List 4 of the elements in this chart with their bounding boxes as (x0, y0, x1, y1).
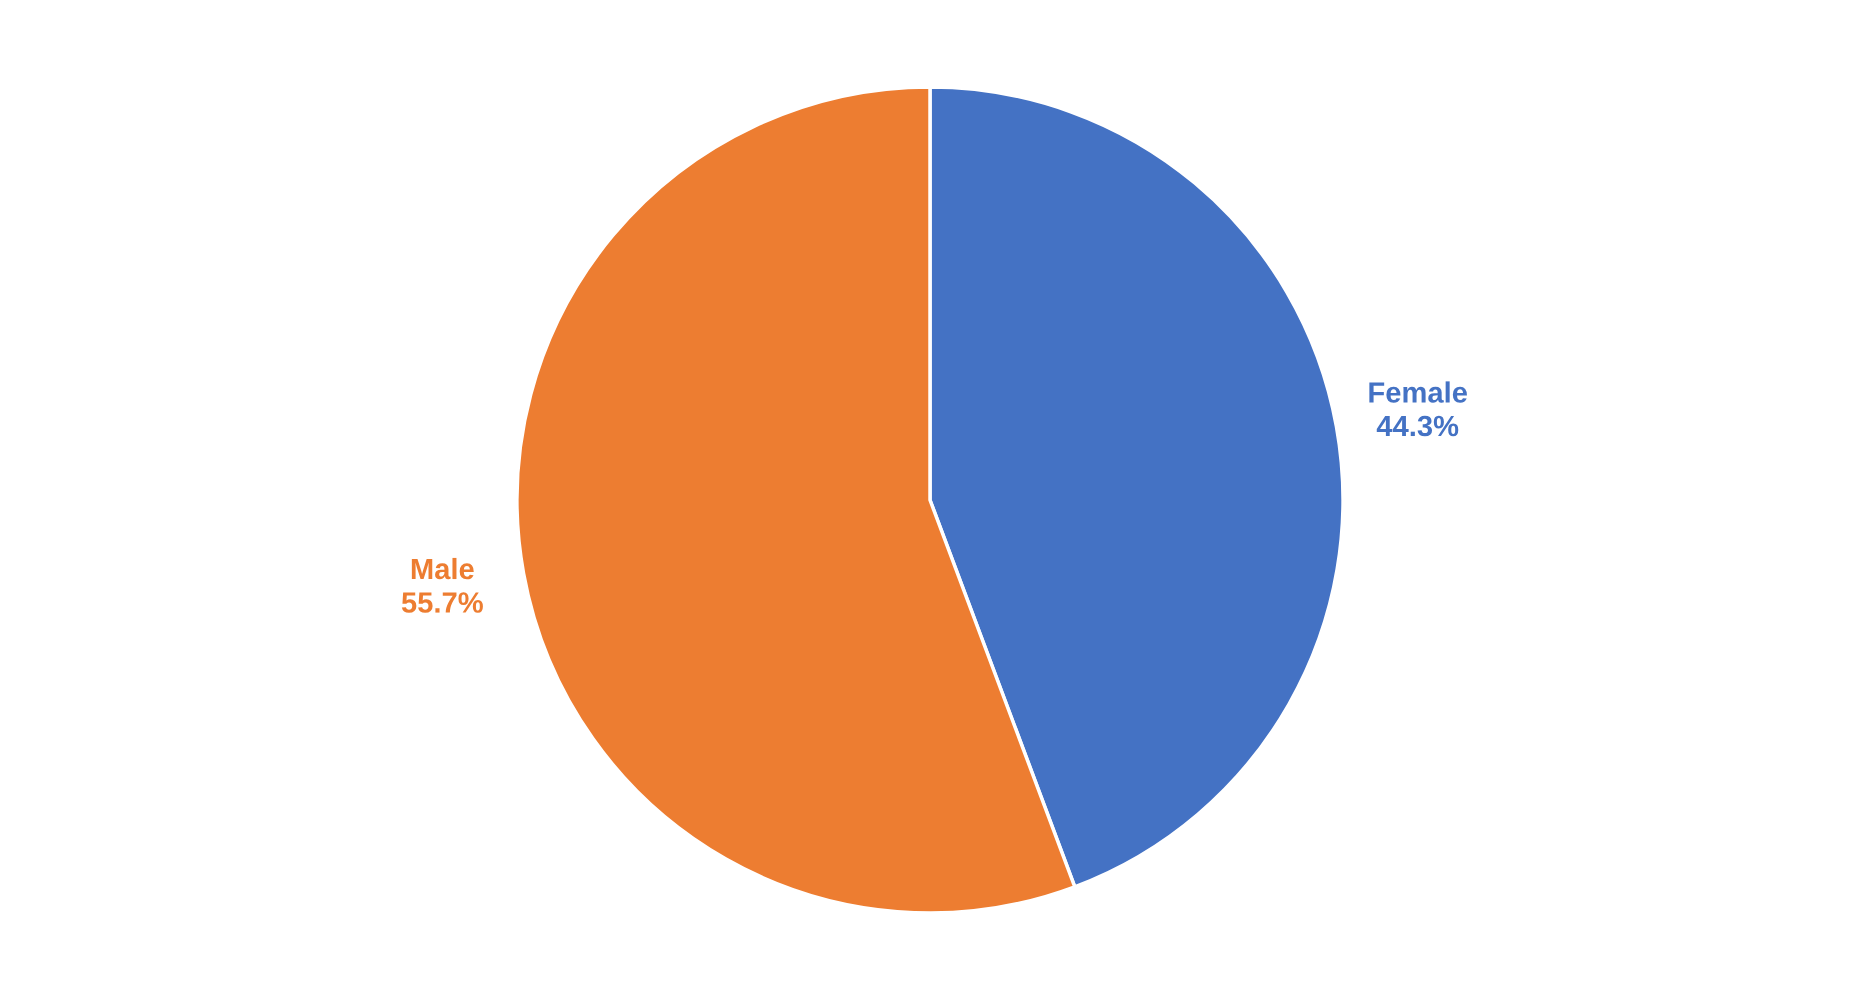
slice-label: Male (411, 557, 474, 580)
slice-label: Female (1369, 381, 1467, 403)
data-label: 55.7% (401, 592, 483, 613)
data-label: 44.3% (1376, 415, 1459, 437)
